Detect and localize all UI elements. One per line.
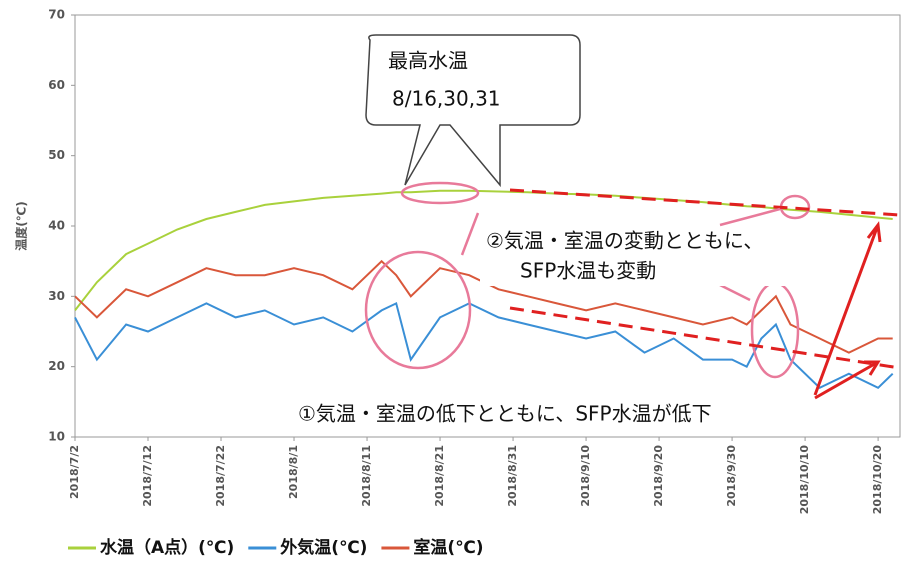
arrow bbox=[813, 221, 882, 396]
y-tick-label: 30 bbox=[48, 289, 65, 303]
arrow bbox=[719, 207, 781, 227]
annotation-shapes bbox=[364, 34, 901, 400]
x-tick-label: 2018/9/30 bbox=[725, 445, 738, 507]
x-tick-label: 2018/8/31 bbox=[506, 445, 519, 507]
x-tick-label: 2018/10/10 bbox=[798, 445, 811, 515]
x-tick-label: 2018/8/11 bbox=[360, 445, 373, 507]
x-tick-label: 2018/8/21 bbox=[433, 445, 446, 507]
y-tick-label: 10 bbox=[48, 430, 65, 444]
legend-label: 水温（A点）(℃) bbox=[100, 537, 234, 558]
annotation: SFP水温も変動 bbox=[520, 259, 656, 283]
series-line bbox=[74, 259, 893, 354]
callout-text: 8/16,30,31 bbox=[392, 87, 501, 111]
x-tick-label: 2018/9/20 bbox=[652, 445, 665, 507]
highlight-ellipse bbox=[364, 250, 472, 370]
x-tick-label: 2018/7/2 bbox=[68, 445, 81, 499]
y-tick-label: 40 bbox=[48, 219, 65, 233]
annotation: ①気温・室温の低下とともに、SFP水温が低下 bbox=[298, 402, 712, 426]
legend-label: 室温(℃) bbox=[413, 537, 483, 558]
x-tick-label: 2018/7/12 bbox=[141, 445, 154, 507]
callout-box bbox=[365, 34, 581, 188]
x-tick-label: 2018/10/20 bbox=[871, 445, 884, 515]
x-tick-label: 2018/8/1 bbox=[287, 445, 300, 499]
arrow bbox=[460, 212, 480, 256]
y-tick-label: 60 bbox=[48, 78, 65, 92]
y-tick-label: 70 bbox=[48, 8, 65, 22]
y-tick-label: 50 bbox=[48, 148, 65, 162]
arrow bbox=[814, 360, 881, 400]
callout-title: 最高水温 bbox=[388, 49, 468, 73]
note-bg bbox=[292, 398, 812, 432]
x-tick-label: 2018/9/10 bbox=[579, 445, 592, 507]
y-axis-label: 温度(℃) bbox=[14, 201, 29, 251]
legend-label: 外気温(℃) bbox=[280, 537, 367, 558]
highlight-ellipse bbox=[400, 181, 480, 205]
series-line bbox=[74, 301, 894, 390]
x-tick-label: 2018/7/22 bbox=[214, 445, 227, 507]
note-bg bbox=[480, 228, 830, 286]
annotation: ②気温・室温の変動とともに、 bbox=[486, 229, 763, 253]
series-line bbox=[74, 189, 893, 312]
y-tick-label: 20 bbox=[48, 359, 65, 373]
